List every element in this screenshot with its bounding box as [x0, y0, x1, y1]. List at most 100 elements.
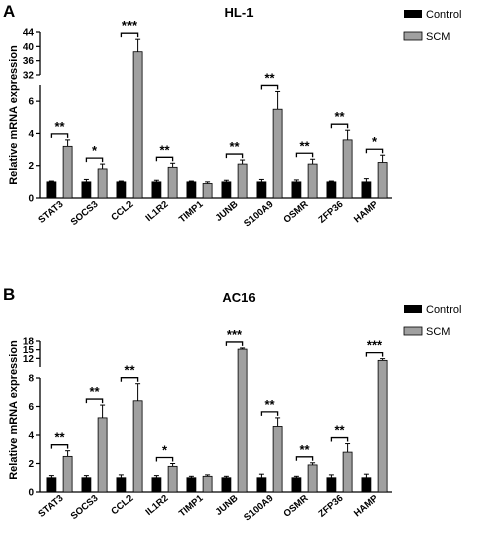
y-tick-label: 18 — [23, 337, 35, 348]
bar-scm — [307, 464, 318, 493]
significance-label: ** — [229, 139, 240, 154]
x-tick-label: TIMP1 — [177, 492, 206, 519]
bar-control — [291, 181, 302, 199]
x-tick-label: S100A9 — [242, 199, 275, 230]
y-tick-label: 6 — [28, 402, 34, 413]
bar-control — [221, 181, 232, 199]
panel-a-letter: A — [3, 2, 15, 21]
bar-scm — [97, 417, 108, 493]
significance-label: ** — [299, 138, 310, 153]
significance-bracket — [85, 157, 104, 163]
bar-scm — [237, 163, 248, 199]
significance-bracket — [120, 377, 139, 382]
legend-label-control: Control — [426, 9, 461, 21]
y-tick-label: 4 — [28, 431, 34, 442]
bar-control — [256, 477, 267, 493]
significance-bracket — [155, 156, 174, 162]
x-tick-label: HAMP — [352, 198, 381, 225]
x-tick-label: S100A9 — [242, 493, 275, 524]
bar-scm — [62, 455, 73, 493]
significance-label: ** — [264, 397, 275, 412]
panel-b-ylabel: Relative mRNA expression — [8, 340, 20, 480]
legend-label-control: Control — [426, 304, 461, 316]
x-tick-label: CCL2 — [109, 199, 135, 223]
significance-bracket — [365, 148, 384, 154]
significance-label: ** — [334, 109, 345, 124]
bar-scm — [132, 400, 143, 493]
bar-scm — [377, 162, 388, 199]
x-tick-label: IL1R2 — [144, 493, 171, 518]
bar-scm — [342, 451, 353, 493]
bar-control — [151, 181, 162, 199]
x-tick-label: SOCS3 — [69, 199, 101, 228]
bar-scm — [377, 359, 388, 493]
panel-a-ylabel: Relative mRNA expression — [8, 45, 20, 185]
significance-label: ** — [299, 442, 310, 457]
legend-swatch-control — [404, 10, 422, 18]
x-tick-label: ZFP36 — [317, 199, 346, 226]
bar-control — [116, 477, 127, 493]
bar-control — [46, 181, 57, 199]
significance-label: *** — [227, 327, 243, 342]
bar-scm — [307, 163, 318, 199]
significance-label: *** — [367, 338, 383, 353]
significance-bracket — [120, 32, 139, 38]
y-tick-label: 6 — [28, 97, 34, 108]
significance-bracket — [330, 436, 349, 442]
y-tick-label: 40 — [23, 42, 35, 53]
panel-a-title: HL-1 — [225, 5, 254, 20]
significance-label: * — [92, 143, 98, 158]
x-tick-label: CCL2 — [109, 493, 135, 517]
significance-bracket — [85, 398, 104, 404]
y-tick-label: 32 — [23, 71, 35, 82]
y-tick-label: 4 — [28, 129, 34, 140]
y-tick-label: 12 — [23, 354, 35, 365]
bar-control — [116, 181, 127, 199]
bar-control — [256, 181, 267, 199]
y-tick-label: 2 — [28, 161, 34, 172]
bar-control — [151, 477, 162, 493]
bar-control — [186, 181, 197, 199]
y-tick-label: 0 — [28, 194, 34, 205]
bar-control — [361, 477, 372, 493]
bar-scm — [202, 475, 213, 493]
x-tick-label: STAT3 — [36, 199, 65, 226]
significance-bracket — [50, 133, 69, 138]
x-tick-label: OSMR — [282, 493, 311, 520]
y-tick-label: 2 — [28, 459, 34, 470]
bar-scm — [62, 145, 73, 199]
bar-control — [291, 477, 302, 493]
x-tick-label: SOCS3 — [69, 493, 101, 522]
y-tick-label: 0 — [28, 488, 34, 499]
bar-control — [361, 181, 372, 199]
bar-control — [46, 477, 57, 493]
significance-bracket — [330, 123, 349, 129]
significance-bracket — [260, 411, 279, 416]
significance-bracket — [365, 351, 384, 357]
x-tick-label: IL1R2 — [144, 199, 171, 224]
x-tick-label: ZFP36 — [317, 493, 346, 520]
bar-control — [326, 477, 337, 493]
legend-swatch-scm — [403, 326, 423, 336]
bar-scm — [272, 426, 283, 493]
significance-label: ** — [124, 363, 135, 378]
x-tick-label: JUNB — [214, 493, 241, 518]
bar-control — [326, 181, 337, 199]
bar-scm — [167, 166, 178, 199]
bar-scm — [237, 348, 248, 493]
x-tick-label: STAT3 — [36, 493, 65, 520]
significance-label: ** — [54, 430, 65, 445]
x-tick-label: HAMP — [352, 492, 381, 519]
significance-label: *** — [122, 18, 138, 33]
significance-label: ** — [334, 423, 345, 438]
bar-control — [81, 181, 92, 199]
bar-control — [81, 477, 92, 493]
panel-b-legend: Control SCM — [403, 304, 461, 338]
y-tick-label: 8 — [28, 374, 34, 385]
significance-bracket — [155, 456, 174, 462]
y-tick-label: 44 — [23, 28, 35, 39]
significance-bracket — [295, 456, 314, 461]
bar-scm — [97, 168, 108, 199]
significance-label: ** — [159, 142, 170, 157]
